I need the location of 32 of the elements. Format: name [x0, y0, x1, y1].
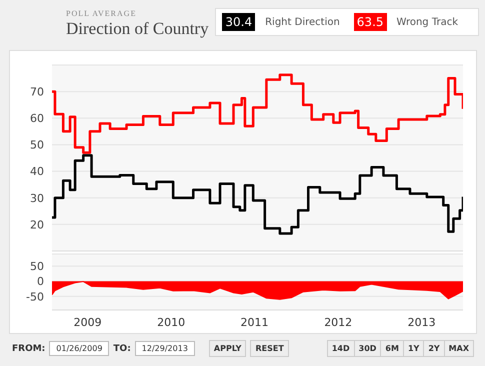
- button: 30D: [354, 340, 382, 357]
- text: TO:: [113, 344, 131, 354]
- button: APPLY: [208, 340, 246, 357]
- button: 14D: [326, 340, 355, 357]
- y-tick-label: -50: [26, 290, 44, 304]
- x-tick-label: 2011: [240, 316, 269, 329]
- legend-label: Right Direction: [264, 16, 341, 28]
- chart-subtitle: POLL AVERAGE: [66, 9, 136, 18]
- chart-title: Direction of Country: [66, 19, 209, 39]
- button: MAX: [444, 340, 474, 357]
- y-tick-label: 20: [30, 218, 44, 232]
- button: RESET: [250, 340, 289, 357]
- y-tick-label: 30: [30, 192, 44, 205]
- legend-label: Wrong Track: [396, 16, 459, 28]
- date-field: 01/26/2009: [49, 341, 110, 356]
- text: 30.4: [222, 13, 256, 31]
- y-tick-label: 50: [30, 138, 44, 152]
- text: FROM:: [12, 344, 46, 354]
- y-tick-label: 40: [30, 165, 44, 178]
- button: 1Y: [402, 340, 424, 357]
- x-tick-label: 2010: [157, 316, 186, 329]
- y-tick-label: 50: [30, 260, 44, 274]
- text: 63.5: [354, 13, 387, 31]
- x-tick-label: 2012: [324, 316, 352, 329]
- x-tick-label: 2013: [408, 316, 436, 329]
- y-tick-label: 0: [37, 275, 44, 288]
- button: 6M: [380, 340, 404, 357]
- x-tick-label: 2009: [74, 316, 102, 329]
- button: 2Y: [423, 340, 445, 357]
- date-field: 12/29/2013: [134, 341, 195, 356]
- y-tick-label: 60: [30, 112, 44, 126]
- y-tick-label: 70: [30, 85, 44, 98]
